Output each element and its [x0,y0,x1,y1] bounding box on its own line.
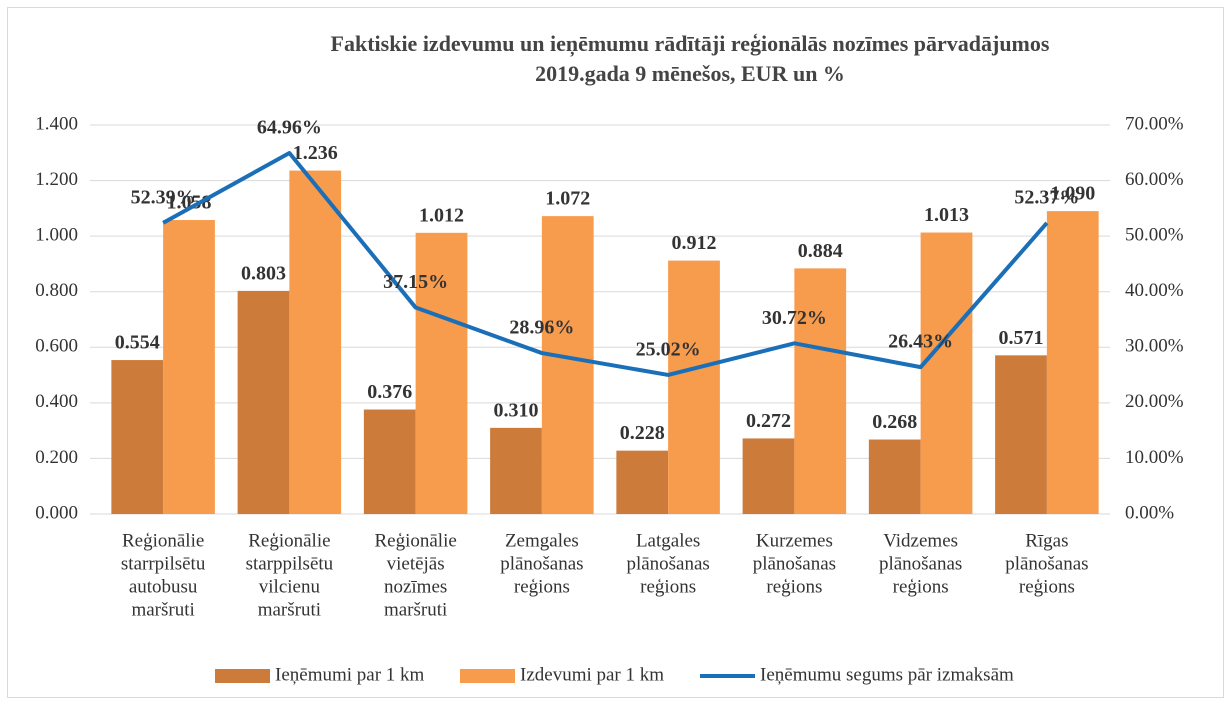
bar [920,232,973,515]
chart-title: Faktiskie izdevumu un ieņēmumu rādītāji … [331,31,1050,57]
legend-swatch [460,669,515,683]
x-tick-label: Reģionālie [248,530,330,551]
x-tick-label: plānošanas [879,553,962,574]
y2-tick-label: 70.00% [1125,113,1184,134]
legend-label: Ieņēmumi par 1 km [275,664,425,685]
y2-tick-label: 20.00% [1125,391,1184,412]
data-label: 0.803 [241,262,286,284]
data-label: 52.39% [131,186,196,208]
y2-tick-label: 40.00% [1125,280,1184,301]
x-tick-label: plānošanas [626,553,709,574]
x-tick-label: reģions [514,576,570,597]
bar [1046,211,1099,514]
data-label: 25.02% [636,339,701,361]
data-label: 26.43% [888,331,953,353]
bar [237,290,290,514]
x-tick-label: reģions [1019,576,1075,597]
data-label: 0.912 [672,232,717,254]
bar [541,216,594,514]
legend-label: Izdevumi par 1 km [520,664,664,685]
x-tick-label: reģions [640,576,696,597]
x-tick-label: Zemgales [505,530,579,551]
x-tick-label: maršruti [384,599,447,620]
bar [742,438,795,514]
legend-swatch [215,669,270,683]
x-tick-label: starppilsētu [246,553,334,574]
bar [163,220,215,514]
y-tick-label: 0.200 [35,447,78,468]
x-tick-label: reģions [893,576,949,597]
data-label: 1.090 [1050,183,1095,205]
x-tick-label: vilcienu [259,576,321,597]
x-tick-label: vietējās [387,553,445,574]
bar [289,170,342,514]
data-label: 1.013 [924,204,969,226]
y2-tick-label: 60.00% [1125,169,1184,190]
x-tick-label: plānošanas [753,553,836,574]
data-label: 0.884 [798,240,843,262]
chart-subtitle: 2019.gada 9 mēnešos, EUR un % [535,61,845,86]
bar [490,427,542,514]
x-tick-label: reģions [766,576,822,597]
y-tick-label: 0.400 [35,391,78,412]
bar [415,232,468,514]
data-label: 37.15% [383,271,448,293]
x-tick-label: nozīmes [384,576,447,597]
x-tick-label: Kurzemes [756,530,833,551]
y-tick-label: 0.800 [35,280,78,301]
data-label: 1.072 [545,188,590,210]
bar [995,355,1047,514]
legend-label: Ieņēmumu segums pār izmaksām [760,664,1014,685]
x-tick-label: Vidzemes [883,530,958,551]
bar [616,450,669,514]
x-tick-label: maršruti [258,599,321,620]
y-tick-label: 0.000 [35,502,78,523]
y2-tick-label: 10.00% [1125,447,1184,468]
data-label: 0.376 [367,381,412,403]
bar [794,268,847,514]
x-tick-label: Reģionālie [122,530,204,551]
data-label: 1.058 [167,192,212,214]
data-label: 64.96% [257,117,322,139]
x-tick-label: maršruti [131,599,194,620]
data-label: 30.72% [762,307,827,329]
x-tick-label: plānošanas [500,553,583,574]
y2-tick-label: 30.00% [1125,336,1184,357]
y2-tick-label: 50.00% [1125,225,1184,246]
bar [111,360,164,514]
x-tick-label: starrpilsētu [121,553,206,574]
data-label: 0.554 [115,332,160,354]
y-tick-label: 1.200 [35,169,78,190]
data-label: 0.310 [493,399,538,421]
data-label: 0.268 [872,411,917,433]
data-label: 1.236 [293,142,338,164]
bar [868,439,921,514]
line [162,151,1049,377]
x-tick-label: Rīgas [1025,530,1068,551]
y-tick-label: 0.600 [35,336,78,357]
y-tick-label: 1.400 [35,113,78,134]
y-tick-label: 1.000 [35,225,78,246]
x-tick-label: Latgales [636,530,700,551]
bar [363,409,416,514]
x-tick-label: autobusu [129,576,198,597]
data-label: 52.37% [1014,187,1079,209]
data-label: 0.272 [746,410,791,432]
data-label: 1.012 [419,204,464,226]
data-label: 0.228 [620,422,665,444]
x-tick-label: plānošanas [1005,553,1088,574]
data-label: 28.96% [509,317,574,339]
data-label: 0.571 [998,327,1043,349]
bar [668,260,720,514]
x-tick-label: Reģionālie [374,530,456,551]
y2-tick-label: 0.00% [1125,502,1174,523]
